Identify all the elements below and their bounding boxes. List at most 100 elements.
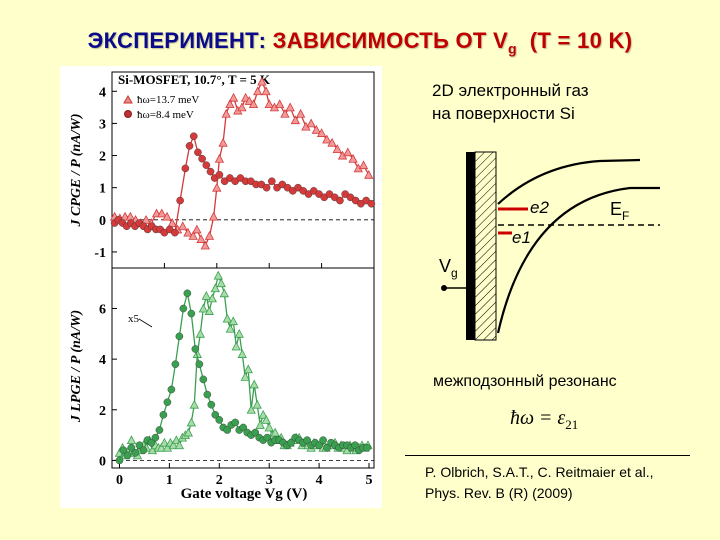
oxide-layer xyxy=(474,151,497,341)
data-point-triangle xyxy=(243,364,253,374)
data-point-triangle xyxy=(198,303,208,313)
data-point-circle xyxy=(171,360,180,369)
data-point-circle xyxy=(202,161,211,169)
data-point-triangle xyxy=(253,86,263,96)
data-point-circle xyxy=(262,183,271,192)
title-suffix: (T = 10 K) xyxy=(529,28,633,53)
data-point-triangle xyxy=(221,108,231,118)
data-point-triangle xyxy=(167,218,177,227)
x-tick-label: 0 xyxy=(116,473,123,488)
title-prefix: ЭКСПЕРИМЕНТ: xyxy=(87,28,267,53)
bottom-plot-area: 0 2 4 6 0 1 2 3 4 5 xyxy=(99,270,374,488)
data-point-triangle xyxy=(183,427,194,437)
data-point-triangle xyxy=(183,227,193,237)
x-tick-label: 3 xyxy=(266,473,273,488)
data-point-circle xyxy=(303,436,311,444)
data-point-circle xyxy=(115,456,124,465)
data-point-triangle xyxy=(306,118,316,128)
y-tick-label: 1 xyxy=(99,182,106,197)
data-point-triangle xyxy=(264,422,274,432)
data-point-triangle xyxy=(358,160,369,170)
title-main: ЗАВИСИМОСТЬ ОТ Vg xyxy=(272,28,517,57)
x-axis-label: Gate voltage Vg (V) xyxy=(181,486,308,502)
x5-label: x5 xyxy=(128,313,140,325)
data-point-circle xyxy=(159,411,168,419)
data-point-circle xyxy=(167,385,176,394)
data-point-triangle xyxy=(246,404,256,414)
data-point-triangle xyxy=(212,182,222,192)
data-point-triangle xyxy=(322,134,332,144)
title-sub: g xyxy=(508,40,517,57)
data-point-triangle xyxy=(218,137,228,147)
data-point-triangle xyxy=(204,231,215,240)
data-point-circle xyxy=(123,451,132,460)
y-tick-label: 0 xyxy=(99,454,106,469)
data-point-circle xyxy=(176,196,184,205)
data-point-triangle xyxy=(192,224,202,234)
data-point-triangle xyxy=(228,92,239,102)
data-point-circle xyxy=(139,446,148,455)
bottom-ylabel: J LPGE / P (nA/W) xyxy=(69,310,84,423)
data-point-triangle xyxy=(126,435,137,445)
data-point-circle xyxy=(199,375,208,384)
data-point-circle xyxy=(163,398,172,406)
reference-divider xyxy=(405,455,690,456)
reference-line2: Phys. Rev. B (R) (2009) xyxy=(425,485,573,501)
x-tick-label: 4 xyxy=(316,473,323,488)
data-point-circle xyxy=(131,449,140,457)
data-point-circle xyxy=(251,428,260,437)
figure-header: Si-MOSFET, 10.7°, T = 5 K xyxy=(118,72,271,87)
data-point-triangle xyxy=(186,417,197,427)
resonance-label: межподзонный резонанс xyxy=(433,373,617,390)
data-point-circle xyxy=(211,411,220,419)
data-point-circle xyxy=(268,177,276,186)
data-point-circle xyxy=(263,433,272,442)
data-point-triangle xyxy=(225,99,235,109)
data-point-circle xyxy=(215,171,224,179)
data-point-triangle xyxy=(257,76,267,86)
data-point-triangle xyxy=(264,99,274,109)
gate-electrode xyxy=(466,152,475,340)
data-point-triangle xyxy=(162,442,173,452)
conduction-band-curve xyxy=(497,158,641,205)
data-point-triangle xyxy=(275,99,285,109)
data-point-circle xyxy=(175,332,184,341)
slide-title: ЭКСПЕРИМЕНТ: ЗАВИСИМОСТЬ ОТ Vg (T = 10 K… xyxy=(0,28,720,56)
data-point-triangle xyxy=(207,293,217,303)
top-plot-area: -1 0 1 2 3 4 xyxy=(94,76,376,268)
data-point-triangle xyxy=(147,445,158,455)
reference: P. Olbrich, S.A.T., C. Reitmaier et al.,… xyxy=(425,462,695,504)
vg-label: Vg xyxy=(439,256,458,280)
legend-circle-marker xyxy=(124,110,132,118)
data-point-triangle xyxy=(156,442,167,452)
data-point-triangle xyxy=(210,283,220,293)
data-point-circle xyxy=(119,446,128,455)
data-point-circle xyxy=(181,164,190,173)
data-point-circle xyxy=(155,426,164,434)
data-point-triangle xyxy=(222,313,232,323)
data-point-triangle xyxy=(157,208,167,218)
data-point-circle xyxy=(187,309,196,318)
data-point-triangle xyxy=(280,108,290,118)
data-point-triangle xyxy=(225,323,235,333)
data-point-circle xyxy=(191,345,200,353)
data-point-triangle xyxy=(216,278,226,288)
data-point-circle xyxy=(336,196,344,205)
data-point-circle xyxy=(315,441,323,450)
data-point-triangle xyxy=(311,124,322,134)
data-point-triangle xyxy=(348,153,358,163)
top-ylabel: J CPGE / P (nA/W) xyxy=(69,113,84,227)
data-point-circle xyxy=(189,132,198,141)
diagram-title-line2: на поверхности Si xyxy=(432,104,575,123)
data-point-triangle xyxy=(332,144,342,154)
diagram-title-line1: 2D электронный газ xyxy=(432,81,589,100)
data-point-triangle xyxy=(249,379,259,389)
data-point-circle xyxy=(195,360,204,369)
data-point-triangle xyxy=(295,108,306,118)
y-tick-label: 4 xyxy=(99,85,106,100)
data-point-triangle xyxy=(174,440,185,450)
reference-line1: P. Olbrich, S.A.T., C. Reitmaier et al., xyxy=(425,464,654,480)
data-point-triangle xyxy=(364,169,374,179)
data-point-triangle xyxy=(219,288,229,298)
resonance-formula: ħω = ε21 xyxy=(510,407,578,432)
